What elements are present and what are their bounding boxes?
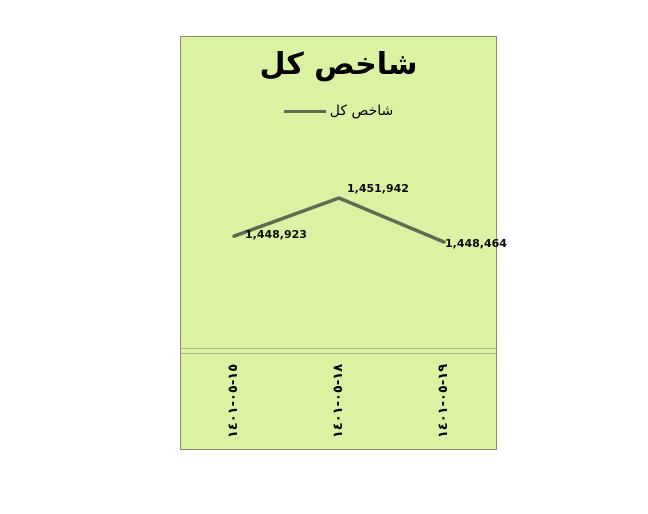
legend-line-swatch bbox=[283, 109, 326, 113]
legend: شاخص کل bbox=[181, 103, 496, 119]
data-label: 1,448,923 bbox=[245, 228, 307, 241]
axis-band-top-line bbox=[181, 353, 496, 354]
axis-divider-line bbox=[181, 348, 496, 349]
series-line bbox=[232, 196, 446, 244]
data-label: 1,451,942 bbox=[347, 182, 409, 195]
x-axis-label: ١٤٠١-٠٥-١٩ bbox=[436, 363, 451, 439]
x-axis-label: ١٤٠١-٠٥-١٨ bbox=[331, 363, 346, 439]
chart-card: شاخص کل شاخص کل 1,448,923 1,451,942 1,44… bbox=[180, 36, 507, 450]
data-label: 1,448,464 bbox=[445, 237, 507, 250]
chart-title: شاخص کل bbox=[259, 47, 418, 82]
plot-area bbox=[232, 196, 446, 244]
x-axis-label: ١٤٠١-٠٥-١٥ bbox=[226, 363, 241, 439]
legend-label: شاخص کل bbox=[329, 103, 394, 119]
